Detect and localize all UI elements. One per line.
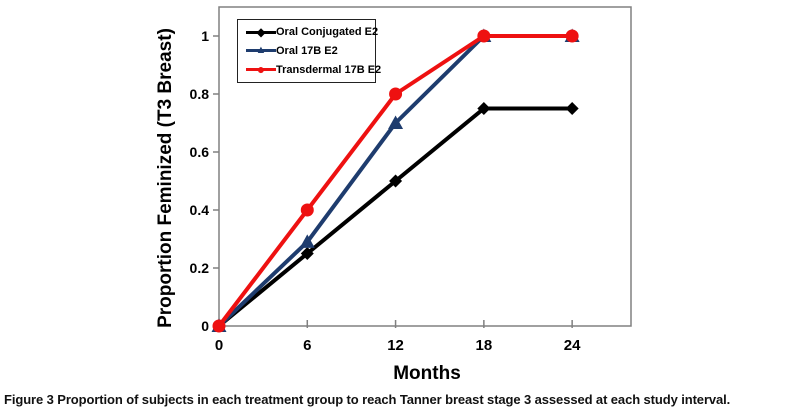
- plot-border: [218, 6, 632, 327]
- legend-item-oral-17b-e2: ▲ Oral 17B E2: [246, 43, 371, 58]
- legend-item-label: Oral 17B E2: [276, 44, 338, 57]
- legend-item-oral-conjugated-e2: ◆ Oral Conjugated E2: [246, 25, 378, 40]
- data-point-marker: [477, 102, 491, 115]
- figure-caption-label: Figure 3: [4, 392, 54, 407]
- x-tick-label: 0: [215, 337, 223, 354]
- data-point-marker: [299, 234, 315, 248]
- data-point-marker: [389, 87, 403, 101]
- series-line: [217, 106, 575, 328]
- x-tick-label: 18: [476, 337, 493, 354]
- figure-caption: Figure 3 Proportion of subjects in each …: [4, 392, 792, 407]
- x-tick-label: 12: [387, 337, 404, 354]
- data-point-marker: [565, 102, 579, 115]
- data-point-marker: [300, 247, 314, 260]
- y-tick-label: 0.8: [190, 86, 210, 102]
- y-tick-label: 0.6: [190, 144, 210, 160]
- y-tick-label: 0: [201, 318, 209, 334]
- triangle-marker-icon: ▲: [246, 43, 276, 58]
- data-point-marker: [388, 115, 404, 129]
- diamond-marker-icon: ◆: [246, 25, 276, 40]
- data-point-marker: [212, 319, 226, 333]
- y-tick-label: 0.4: [190, 202, 210, 218]
- figure-caption-text: Proportion of subjects in each treatment…: [57, 392, 731, 407]
- x-tick-label: 6: [303, 337, 311, 354]
- x-axis-title: Months: [393, 363, 461, 384]
- data-point-marker: [389, 174, 403, 188]
- y-tick-label: 0.2: [190, 260, 210, 276]
- y-tick-label: 1: [201, 28, 209, 44]
- data-point-marker: [477, 29, 491, 43]
- data-point-marker: [565, 29, 579, 43]
- circle-marker-icon: ●: [246, 62, 276, 77]
- data-point-marker: [300, 203, 314, 217]
- x-tick-label: 24: [564, 337, 581, 354]
- y-axis-title: Proportion Feminized (T3 Breast): [155, 28, 176, 328]
- legend-item-label: Transdermal 17B E2: [276, 63, 382, 76]
- legend-item-label: Oral Conjugated E2: [276, 26, 379, 39]
- legend: ◆ Oral Conjugated E2 ▲ Oral 17B E2 ● Tra…: [237, 19, 381, 83]
- legend-item-transdermal-17b-e2: ● Transdermal 17B E2: [246, 62, 381, 77]
